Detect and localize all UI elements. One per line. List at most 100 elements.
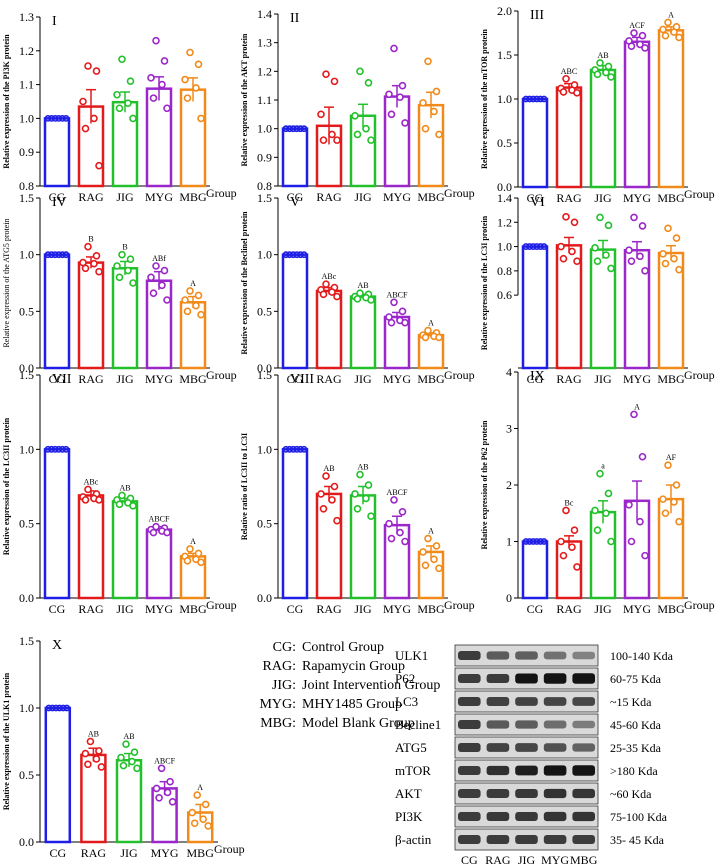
data-point	[322, 472, 330, 480]
blot-protein-label: PI3K	[395, 809, 423, 824]
bar	[349, 295, 377, 370]
data-point	[424, 326, 432, 335]
blot-band	[543, 697, 567, 706]
blot-band	[458, 766, 481, 775]
x-tick-label: CG	[49, 372, 66, 386]
data-point	[607, 537, 615, 546]
x-tick-label: MYG	[145, 602, 173, 616]
data-point	[197, 310, 205, 319]
bar	[44, 706, 72, 844]
data-point	[293, 445, 301, 453]
blot-band	[572, 835, 595, 844]
data-point	[183, 94, 192, 102]
data-point	[186, 287, 194, 295]
data-point	[533, 95, 541, 103]
data-point	[627, 42, 636, 51]
x-axis-label: Group	[684, 187, 715, 201]
y-tick-label: 2	[506, 478, 512, 492]
data-point	[52, 704, 60, 712]
data-point	[537, 538, 544, 545]
x-tick-label: MBG	[657, 602, 685, 616]
y-tick-label: 1.0	[19, 111, 34, 125]
significance-label: ABCF	[149, 515, 170, 524]
data-point	[356, 67, 364, 76]
y-axis-label: Relative expression of the LC3I protein	[480, 215, 489, 350]
blot-band	[515, 765, 538, 776]
y-tick-label: 1.1	[19, 78, 34, 92]
bar	[77, 261, 105, 370]
x-tick-label: JIG	[594, 602, 612, 616]
data-point	[591, 243, 599, 252]
y-axis-label: Relative expression of the ULK1 protein	[2, 672, 11, 810]
x-axis-label: Group	[206, 186, 237, 200]
data-point	[367, 512, 375, 521]
data-point	[591, 506, 599, 515]
significance-label: a	[601, 462, 605, 471]
x-tick-label: MBG	[657, 191, 685, 205]
data-point	[638, 31, 647, 40]
data-point	[387, 110, 396, 119]
data-point	[300, 125, 308, 133]
data-point	[293, 125, 301, 133]
data-point	[401, 318, 409, 327]
significance-label: A	[428, 319, 434, 328]
blot-band	[572, 811, 595, 822]
data-point	[401, 537, 409, 546]
data-point	[367, 136, 375, 144]
data-point	[300, 445, 308, 453]
data-point	[537, 243, 544, 250]
blot-band	[486, 651, 510, 660]
data-point	[95, 161, 103, 170]
x-tick-label: MYG	[623, 602, 651, 616]
data-point	[296, 125, 304, 133]
data-point	[636, 40, 644, 49]
data-point	[661, 509, 670, 518]
data-point	[81, 124, 90, 133]
data-point	[84, 242, 92, 251]
data-point	[183, 557, 192, 565]
data-point	[163, 788, 172, 797]
data-point	[126, 77, 135, 86]
blot-band	[515, 835, 538, 844]
data-point	[45, 704, 53, 712]
blot-protein-label: β-actin	[395, 832, 432, 847]
data-point	[562, 506, 570, 515]
blot-band	[458, 697, 481, 706]
y-tick-label: 0.5	[497, 136, 512, 150]
data-point	[115, 273, 124, 282]
y-tick-label: 0.0	[19, 361, 34, 375]
data-point	[149, 94, 158, 102]
significance-label: ABCF	[387, 290, 408, 299]
x-tick-label: JIG	[116, 372, 134, 386]
legend-abbr: MYG:	[259, 697, 296, 712]
significance-label: B	[122, 243, 127, 252]
data-point	[333, 516, 341, 525]
data-point	[117, 753, 125, 762]
significance-label: A	[428, 527, 434, 536]
bar	[589, 510, 617, 600]
y-tick-label: 0.5	[19, 517, 34, 531]
data-point	[593, 526, 602, 535]
data-point	[675, 517, 683, 526]
data-point	[529, 538, 537, 545]
data-point	[526, 95, 533, 103]
blot-lane-label: CG	[461, 853, 478, 867]
y-axis-label: Relative expression of the P62 protein	[480, 420, 489, 549]
blot-lane-label: MYG	[541, 853, 569, 867]
panel-numeral: III	[530, 8, 544, 23]
x-tick-label: CG	[287, 372, 304, 386]
data-point	[81, 496, 90, 504]
legend-row: MYG: MHY1485 Group	[248, 695, 438, 714]
legend-name: Model Blank Group	[302, 716, 415, 731]
data-point	[118, 250, 126, 259]
data-point	[319, 290, 328, 299]
x-tick-label: MYG	[383, 372, 411, 386]
x-tick-label: RAG	[78, 372, 104, 386]
data-point	[353, 295, 362, 303]
bar	[521, 97, 549, 189]
blot-protein-label: Becline1	[395, 717, 441, 732]
data-point	[396, 93, 404, 101]
data-point	[84, 760, 92, 769]
significance-label: A	[634, 402, 640, 411]
y-tick-label: 1.0	[19, 701, 34, 715]
